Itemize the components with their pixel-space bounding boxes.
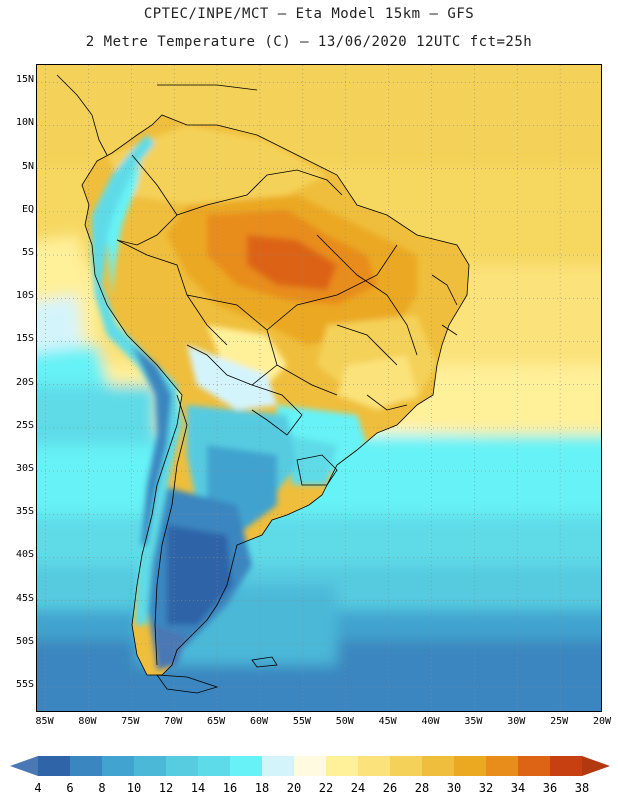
map-subtitle: 2 Metre Temperature (C) – 13/06/2020 12U… <box>85 34 533 50</box>
colorbar-tick-label: 8 <box>98 781 105 795</box>
colorbar-tick-label: 32 <box>479 781 493 795</box>
lon-tick-label: 85W <box>35 716 54 727</box>
colorbar-tick-label: 12 <box>159 781 173 795</box>
temperature-colorbar: 4 6 8 10 12 14 16 18 20 22 24 26 28 30 32 34 36 38 <box>10 756 610 795</box>
lon-tick-label: 70W <box>164 716 183 727</box>
lon-tick-label: 30W <box>507 716 526 727</box>
lon-tick-label: 20W <box>592 716 612 727</box>
lat-tick-label: 45S <box>15 592 34 604</box>
colorbar-swatch <box>550 756 583 776</box>
colorbar-tick-label: 38 <box>575 781 589 795</box>
lat-tick-label: 35S <box>15 506 34 518</box>
colorbar-low-arrow <box>10 756 38 776</box>
colorbar-swatch <box>262 756 295 776</box>
lon-tick-label: 60W <box>249 716 268 727</box>
colorbar-swatch <box>166 756 199 776</box>
colorbar-high-arrow <box>582 756 610 776</box>
lat-tick-label: 20S <box>15 376 34 388</box>
colorbar-swatch <box>454 756 487 776</box>
colorbar-tick-label: 6 <box>66 781 73 795</box>
lat-tick-label: 55S <box>15 679 34 691</box>
colorbar-swatch <box>358 756 391 776</box>
colorbar-tick-label: 20 <box>287 781 301 795</box>
lat-tick-label: 10S <box>15 290 34 302</box>
lon-tick-label: 55W <box>292 716 311 727</box>
colorbar-swatch <box>230 756 263 776</box>
colorbar-tick-label: 22 <box>319 781 333 795</box>
colorbar-swatch <box>198 756 231 776</box>
lat-tick-label: 40S <box>15 549 34 561</box>
lat-tick-label: 5S <box>21 247 34 259</box>
colorbar-swatch <box>70 756 103 776</box>
colorbar-swatch <box>102 756 135 776</box>
lon-tick-label: 65W <box>207 716 226 727</box>
lon-tick-label: 40W <box>421 716 440 727</box>
temperature-map <box>36 64 602 712</box>
colorbar-swatch <box>294 756 327 776</box>
colorbar-swatch <box>486 756 519 776</box>
colorbar-swatch <box>422 756 455 776</box>
temperature-field <box>37 65 601 711</box>
lat-tick-label: 15S <box>15 333 34 345</box>
lon-tick-label: 45W <box>378 716 397 727</box>
lon-tick-label: 50W <box>335 716 354 727</box>
colorbar-tick-label: 18 <box>255 781 269 795</box>
lat-tick-label: 50S <box>15 635 34 647</box>
lon-tick-label: 75W <box>121 716 140 727</box>
lat-tick-label: 5N <box>21 160 34 172</box>
colorbar-swatch <box>390 756 423 776</box>
lat-tick-label: 15N <box>15 74 34 86</box>
map-title: CPTEC/INPE/MCT – Eta Model 15km – GFS <box>143 6 475 22</box>
colorbar-tick-label: 30 <box>447 781 461 795</box>
lon-tick-label: 35W <box>464 716 483 727</box>
lon-tick-label: 80W <box>78 716 97 727</box>
lat-lon-grid <box>37 65 601 711</box>
colorbar-tick-label: 28 <box>415 781 429 795</box>
lat-tick-label: EQ <box>21 203 34 215</box>
colorbar-tick-label: 24 <box>351 781 365 795</box>
colorbar-tick-label: 14 <box>191 781 205 795</box>
colorbar-swatch <box>326 756 359 776</box>
colorbar-tick-label: 26 <box>383 781 397 795</box>
colorbar-tick-label: 4 <box>34 781 41 795</box>
lon-tick-label: 25W <box>550 716 569 727</box>
lat-tick-label: 10N <box>15 117 34 129</box>
country-borders <box>56 74 470 694</box>
lat-tick-label: 30S <box>15 463 34 475</box>
colorbar-swatch <box>38 756 71 776</box>
colorbar-tick-label: 10 <box>127 781 141 795</box>
colorbar-tick-label: 34 <box>511 781 525 795</box>
colorbar-swatch <box>134 756 167 776</box>
colorbar-swatch <box>518 756 551 776</box>
colorbar-tick-label: 16 <box>223 781 237 795</box>
lat-tick-label: 25S <box>15 419 34 431</box>
colorbar-tick-label: 36 <box>543 781 557 795</box>
land-temperature <box>82 115 469 675</box>
